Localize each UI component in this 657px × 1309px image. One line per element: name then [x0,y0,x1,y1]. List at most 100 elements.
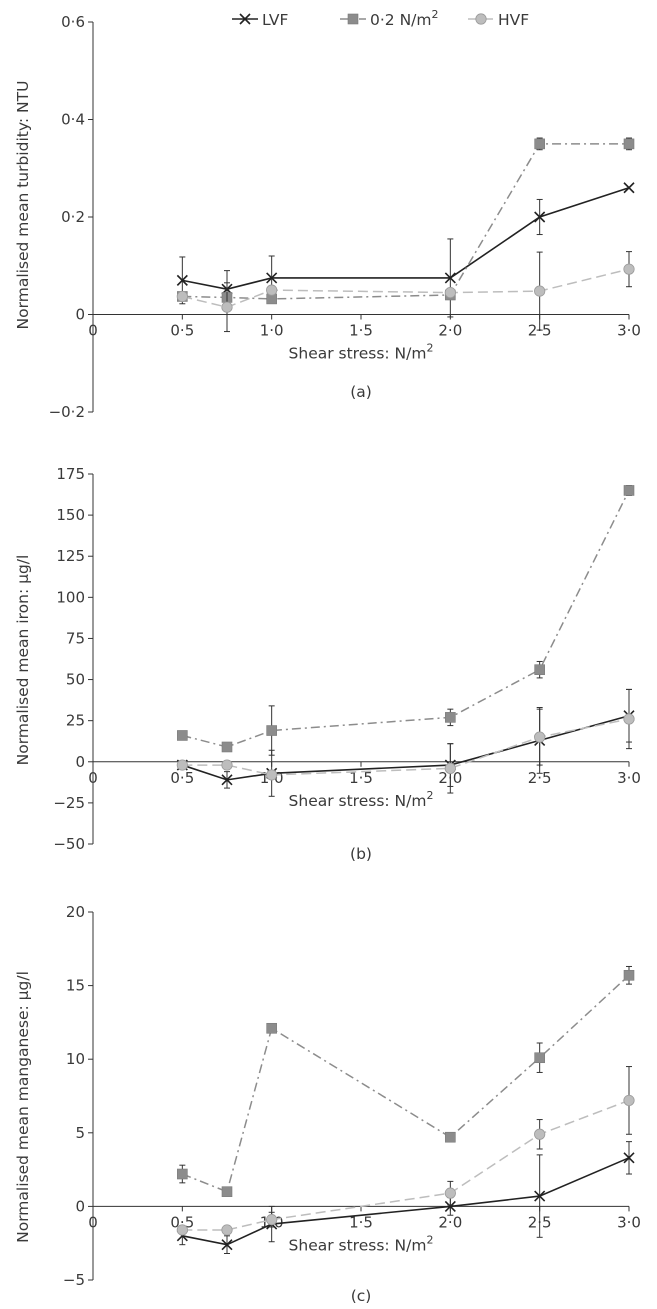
x-tick-label: 2·0 [438,1213,462,1231]
y-tick-label: 0·2 [61,208,85,226]
y-tick-label: −25 [53,794,85,812]
y-tick-label: 0 [75,1197,85,1215]
data-point [266,769,278,781]
x-axis-title: Shear stress: N/m2 [289,789,434,810]
x-tick-label: 2·0 [438,322,462,340]
legend-marker [239,13,251,25]
series-line [182,1157,630,1246]
y-tick-label: 150 [56,506,85,524]
data-point [623,969,635,981]
series-hvf [176,251,635,333]
legend-marker [475,13,487,25]
y-tick-label: −5 [63,1271,85,1289]
y-axis-title: Normalised mean manganese: µg/l [14,971,32,1243]
data-point [444,286,456,299]
y-axis-title: Normalised mean turbidity: NTU [14,81,32,330]
data-point [444,1200,456,1212]
series-low-shear [177,965,635,1197]
data-point [444,1187,456,1199]
series-line [182,714,630,781]
legend-entry: 0·2 N/m2 [340,8,439,29]
x-axis-title-text: Shear stress: N/m [289,345,427,363]
x-tick-label: 2·5 [528,769,552,787]
series-lvf [176,688,635,797]
data-point [444,762,456,774]
x-axis-title-superscript: 2 [426,789,433,802]
x-axis-title-text: Shear stress: N/m [289,792,427,810]
y-tick-label: 0·6 [61,13,85,31]
data-point [534,138,545,150]
data-point [623,485,635,496]
data-point [176,290,188,303]
data-point [623,1152,635,1164]
panel-label: (c) [351,1287,372,1305]
x-tick-label: 1·5 [349,322,373,340]
series-lvf [176,1141,635,1255]
data-point [534,211,546,223]
y-tick-label: 125 [56,547,85,565]
x-tick-label: 1·5 [349,769,373,787]
data-point [221,1224,233,1236]
legend-label-text: LVF [262,11,289,29]
data-point [266,1022,277,1034]
y-tick-label: 0 [75,306,85,324]
legend-entry: LVF [232,11,289,29]
x-tick-label: 3·0 [617,322,641,340]
series-line [182,1099,630,1231]
y-tick-label: 0 [75,753,85,771]
data-point [623,182,635,194]
x-axis-title-superscript: 2 [426,1233,433,1246]
legend-marker [347,13,359,25]
data-point [534,1052,545,1064]
y-tick-label: 100 [56,588,85,606]
data-point [266,1214,278,1226]
series-low-shear [177,485,635,756]
series-low-shear [177,137,635,305]
data-point [534,664,545,675]
data-point [221,1186,233,1197]
legend-label-superscript: 2 [432,8,439,21]
legend-label: HVF [498,11,529,29]
x-tick-label: 3·0 [617,1213,641,1231]
x-tick-label: 0·5 [170,322,194,340]
data-point [266,725,277,736]
data-point [534,731,546,743]
data-point [445,712,456,723]
series-hvf [176,688,635,794]
panel-label: (b) [350,845,372,863]
data-point [221,741,233,753]
data-point [623,263,635,275]
x-axis-title-text: Shear stress: N/m [289,1236,427,1254]
data-point [623,713,635,725]
panel-label: (a) [350,383,372,401]
data-point [534,1128,546,1140]
x-axis-title: Shear stress: N/m2 [289,342,434,363]
data-point [221,759,233,771]
y-tick-label: 75 [66,629,85,647]
y-tick-label: 175 [56,465,85,483]
data-point [176,759,188,771]
data-point [623,1094,635,1107]
series-line [182,143,629,300]
data-point [177,1168,188,1180]
data-point [534,1190,546,1202]
series-line [182,186,630,290]
legend-label: 0·2 N/m2 [370,8,439,29]
data-point [221,1239,233,1251]
data-point [623,138,635,150]
x-tick-label: 0·5 [170,1213,194,1231]
x-tick-label: 0 [88,1213,98,1231]
y-tick-label: 0·4 [61,111,85,129]
data-point [445,1131,456,1143]
series-line [182,268,630,308]
y-tick-label: 15 [66,977,85,995]
series-line [182,718,630,776]
y-tick-label: 50 [66,671,85,689]
x-tick-label: 1·0 [260,322,284,340]
legend-label: LVF [262,11,289,29]
data-point [534,285,546,297]
data-point [266,272,278,284]
